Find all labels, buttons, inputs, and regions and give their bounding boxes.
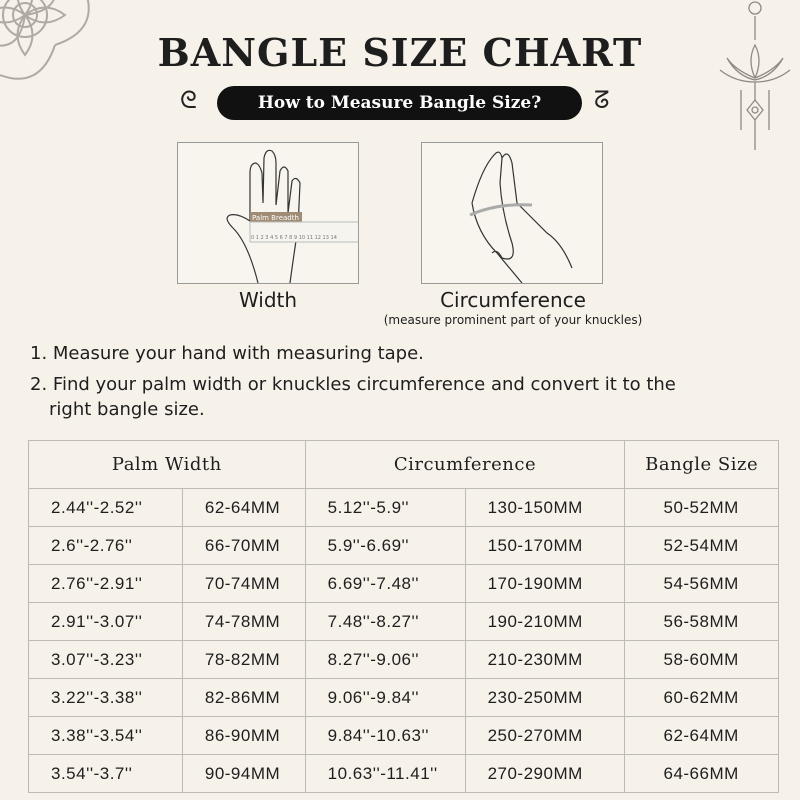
bangle-size-cell: 56-58MM <box>624 602 779 641</box>
circumference-inches-cell: 10.63''-11.41'' <box>304 754 466 793</box>
table-row: 3.07''-3.23'' 78-82MM 8.27''-9.06'' 210-230… <box>28 640 779 679</box>
bangle-size-cell: 50-52MM <box>624 488 779 527</box>
circumference-inches-cell: 9.84''-10.63'' <box>304 716 466 755</box>
bangle-size-cell: 58-60MM <box>624 640 779 679</box>
bangle-size-cell: 64-66MM <box>624 754 779 793</box>
table-row: 3.22''-3.38'' 82-86MM 9.06''-9.84'' 230-250… <box>28 678 779 717</box>
swirl-right-icon: ᘔ <box>594 86 610 114</box>
palm-width-mm-cell: 90-94MM <box>181 754 306 793</box>
palm-width-inches-cell: 2.6''-2.76'' <box>28 526 183 565</box>
page-title: BANGLE SIZE CHART <box>157 30 643 75</box>
bangle-size-cell: 54-56MM <box>624 564 779 603</box>
table-row: 3.54''-3.7'' 90-94MM 10.63''-11.41'' 270-29… <box>28 754 779 793</box>
size-table: Palm Width Circumference Bangle Size 2.4… <box>28 440 779 793</box>
circumference-mm-cell: 270-290MM <box>464 754 626 793</box>
palm-width-mm-cell: 86-90MM <box>181 716 306 755</box>
palm-width-inches-cell: 2.76''-2.91'' <box>28 564 183 603</box>
header-bangle-size: Bangle Size <box>624 440 779 489</box>
circumference-mm-cell: 230-250MM <box>464 678 626 717</box>
palm-width-inches-cell: 2.44''-2.52'' <box>28 488 183 527</box>
step-2-continued: right bangle size. <box>49 399 205 420</box>
table-row: 2.6''-2.76'' 66-70MM 5.9''-6.69'' 150-170MM… <box>28 526 779 565</box>
swirl-left-icon: ᘓ <box>180 86 197 114</box>
ruler-numbers: 0 1 2 3 4 5 6 7 8 9 10 11 12 13 14 <box>251 235 337 241</box>
circumference-inches-cell: 5.9''-6.69'' <box>304 526 466 565</box>
bangle-size-cell: 52-54MM <box>624 526 779 565</box>
circumference-inches-cell: 5.12''-5.9'' <box>304 488 466 527</box>
palm-width-mm-cell: 78-82MM <box>181 640 306 679</box>
circumference-mm-cell: 250-270MM <box>464 716 626 755</box>
table-row: 2.76''-2.91'' 70-74MM 6.69''-7.48'' 170-190… <box>28 564 779 603</box>
table-row: 2.91''-3.07'' 74-78MM 7.48''-8.27'' 190-210… <box>28 602 779 641</box>
step-1: 1. Measure your hand with measuring tape… <box>30 343 424 364</box>
circumference-mm-cell: 190-210MM <box>464 602 626 641</box>
palm-width-mm-cell: 66-70MM <box>181 526 306 565</box>
circumference-illustration <box>421 142 603 284</box>
palm-width-mm-cell: 82-86MM <box>181 678 306 717</box>
bangle-size-cell: 62-64MM <box>624 716 779 755</box>
circumference-note: (measure prominent part of your knuckles… <box>383 313 643 327</box>
table-row: 2.44''-2.52'' 62-64MM 5.12''-5.9'' 130-150M… <box>28 488 779 527</box>
mandala-decoration-icon <box>0 0 90 80</box>
circumference-caption: Circumference <box>440 288 586 312</box>
circumference-mm-cell: 130-150MM <box>464 488 626 527</box>
palm-width-inches-cell: 3.54''-3.7'' <box>28 754 183 793</box>
palm-width-inches-cell: 3.22''-3.38'' <box>28 678 183 717</box>
circumference-inches-cell: 8.27''-9.06'' <box>304 640 466 679</box>
circumference-inches-cell: 6.69''-7.48'' <box>304 564 466 603</box>
palm-width-mm-cell: 70-74MM <box>181 564 306 603</box>
palm-width-mm-cell: 62-64MM <box>181 488 306 527</box>
circumference-inches-cell: 9.06''-9.84'' <box>304 678 466 717</box>
palm-width-illustration: Palm Breadth 0 1 2 3 4 5 6 7 8 9 10 11 1… <box>177 142 361 284</box>
palm-breadth-label: Palm Breadth <box>252 214 299 222</box>
table-header-row: Palm Width Circumference Bangle Size <box>28 440 779 489</box>
header-palm-width: Palm Width <box>28 440 306 489</box>
palm-width-inches-cell: 3.07''-3.23'' <box>28 640 183 679</box>
palm-width-inches-cell: 2.91''-3.07'' <box>28 602 183 641</box>
width-caption: Width <box>238 288 298 312</box>
lotus-hanging-decoration-icon <box>719 1 791 150</box>
palm-width-inches-cell: 3.38''-3.54'' <box>28 716 183 755</box>
bangle-size-cell: 60-62MM <box>624 678 779 717</box>
table-row: 3.38''-3.54'' 86-90MM 9.84''-10.63'' 250-27… <box>28 716 779 755</box>
circumference-inches-cell: 7.48''-8.27'' <box>304 602 466 641</box>
circumference-mm-cell: 170-190MM <box>464 564 626 603</box>
subtitle-banner: How to Measure Bangle Size? <box>217 86 582 120</box>
circumference-mm-cell: 150-170MM <box>464 526 626 565</box>
header-circumference: Circumference <box>304 440 626 489</box>
circumference-mm-cell: 210-230MM <box>464 640 626 679</box>
hand-icon: Palm Breadth 0 1 2 3 4 5 6 7 8 9 10 11 1… <box>226 149 361 284</box>
palm-width-mm-cell: 74-78MM <box>181 602 306 641</box>
step-2: 2. Find your palm width or knuckles circ… <box>30 374 676 395</box>
hand-knuckles-icon <box>469 151 573 284</box>
